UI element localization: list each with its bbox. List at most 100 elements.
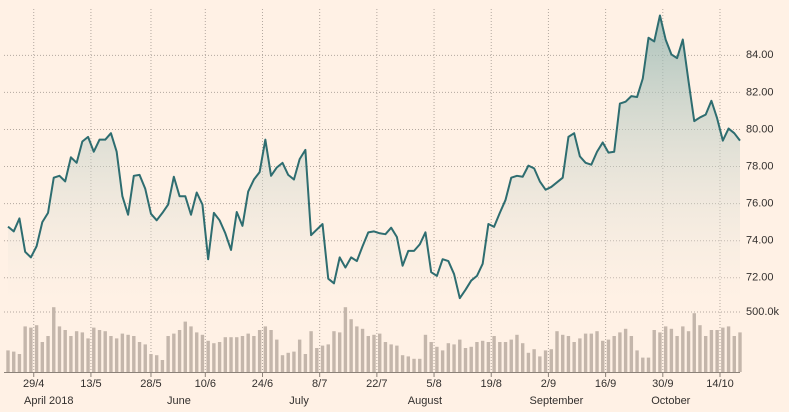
volume-bar xyxy=(240,336,245,372)
volume-bar xyxy=(275,339,279,372)
volume-bar xyxy=(120,333,125,372)
volume-bar xyxy=(337,332,342,372)
volume-bar xyxy=(263,326,268,372)
volume-bar xyxy=(366,336,370,372)
volume-bar xyxy=(343,307,348,372)
volume-bar xyxy=(641,357,645,372)
volume-bar xyxy=(520,343,525,372)
x-tick-label: 29/4 xyxy=(23,378,44,390)
volume-bar xyxy=(400,355,405,372)
volume-bar xyxy=(629,336,634,372)
volume-bar xyxy=(34,325,39,372)
volume-bar xyxy=(137,342,142,372)
volume-bar xyxy=(52,307,56,372)
volume-bar xyxy=(74,331,79,372)
x-tick-label: 10/6 xyxy=(195,378,216,390)
volume-bar xyxy=(543,350,548,372)
volume-bar xyxy=(572,342,576,372)
volume-bar xyxy=(618,332,622,372)
volume-bar xyxy=(623,328,628,372)
y-tick-label: 84.00 xyxy=(746,49,774,61)
volume-bar xyxy=(86,338,90,372)
volume-bar xyxy=(515,334,519,372)
volume-bar xyxy=(463,348,468,372)
volume-bar xyxy=(721,327,725,372)
volume-bar xyxy=(269,330,273,372)
y-tick-label: 80.00 xyxy=(746,123,774,135)
volume-bar xyxy=(406,356,411,372)
volume-bar xyxy=(235,337,239,372)
volume-bar xyxy=(212,343,216,372)
volume-bar xyxy=(589,333,594,372)
volume-bar xyxy=(217,342,222,372)
y-tick-label: 72.00 xyxy=(746,272,774,284)
volume-bar xyxy=(12,351,16,372)
volume-bar xyxy=(446,343,451,372)
volume-bar xyxy=(692,313,696,372)
volume-bar xyxy=(114,338,119,372)
volume-bar xyxy=(143,344,147,372)
volume-bar xyxy=(732,336,736,372)
volume-bar xyxy=(126,334,130,372)
volume-bar xyxy=(469,346,473,372)
month-label: October xyxy=(651,395,690,407)
area-fill xyxy=(8,15,740,301)
x-tick-label: 19/8 xyxy=(481,378,502,390)
volume-bar xyxy=(561,334,565,372)
volume-bar xyxy=(23,326,27,372)
volume-bar xyxy=(389,344,393,372)
volume-bar xyxy=(601,340,605,372)
x-tick-label: 8/7 xyxy=(312,378,327,390)
month-label: July xyxy=(289,395,309,407)
x-tick-label: 2/9 xyxy=(541,378,556,390)
x-tick-label: 13/5 xyxy=(80,378,101,390)
volume-bar xyxy=(63,330,67,372)
volume-bar xyxy=(246,333,250,372)
volume-bar xyxy=(486,342,491,372)
volume-bar xyxy=(303,354,308,372)
volume-bar xyxy=(555,331,559,372)
month-label: April 2018 xyxy=(24,395,74,407)
y-tick-label: 76.00 xyxy=(746,198,774,210)
volume-bar xyxy=(69,336,73,372)
volume-bar xyxy=(566,336,571,372)
volume-bar xyxy=(612,336,616,372)
volume-bar xyxy=(332,331,336,372)
volume-bar xyxy=(646,357,651,372)
x-tick-label: 16/9 xyxy=(595,378,616,390)
volume-bar xyxy=(200,334,205,372)
volume-bar xyxy=(252,336,256,372)
volume-bar xyxy=(160,360,165,372)
volume-bar xyxy=(372,334,376,372)
volume-bar xyxy=(475,342,479,372)
volume-bar xyxy=(458,339,462,372)
volume-bar xyxy=(492,336,496,372)
volume-bar xyxy=(206,340,210,372)
volume-bar xyxy=(195,332,199,372)
volume-bar xyxy=(509,339,513,372)
volume-bar xyxy=(177,330,182,372)
volume-bar xyxy=(383,342,388,372)
volume-bar xyxy=(595,331,599,372)
volume-bar xyxy=(686,331,691,372)
volume-bar xyxy=(423,334,428,372)
volume-bar xyxy=(326,344,330,372)
volume-bar xyxy=(40,342,45,372)
volume-bar xyxy=(429,342,433,372)
volume-bar xyxy=(286,352,290,372)
volume-bar xyxy=(738,332,742,372)
volume-bar xyxy=(538,356,542,372)
volume-bar xyxy=(715,330,719,372)
x-tick-label: 22/7 xyxy=(366,378,387,390)
volume-bar xyxy=(154,355,159,372)
y-tick-label: 500.0k xyxy=(746,306,780,318)
volume-bar xyxy=(6,350,10,372)
month-label: August xyxy=(408,395,442,407)
volume-bar xyxy=(315,348,319,372)
volume-bar xyxy=(578,338,582,372)
volume-bar xyxy=(532,349,536,372)
volume-bar xyxy=(658,332,662,372)
volume-bar xyxy=(412,358,416,372)
